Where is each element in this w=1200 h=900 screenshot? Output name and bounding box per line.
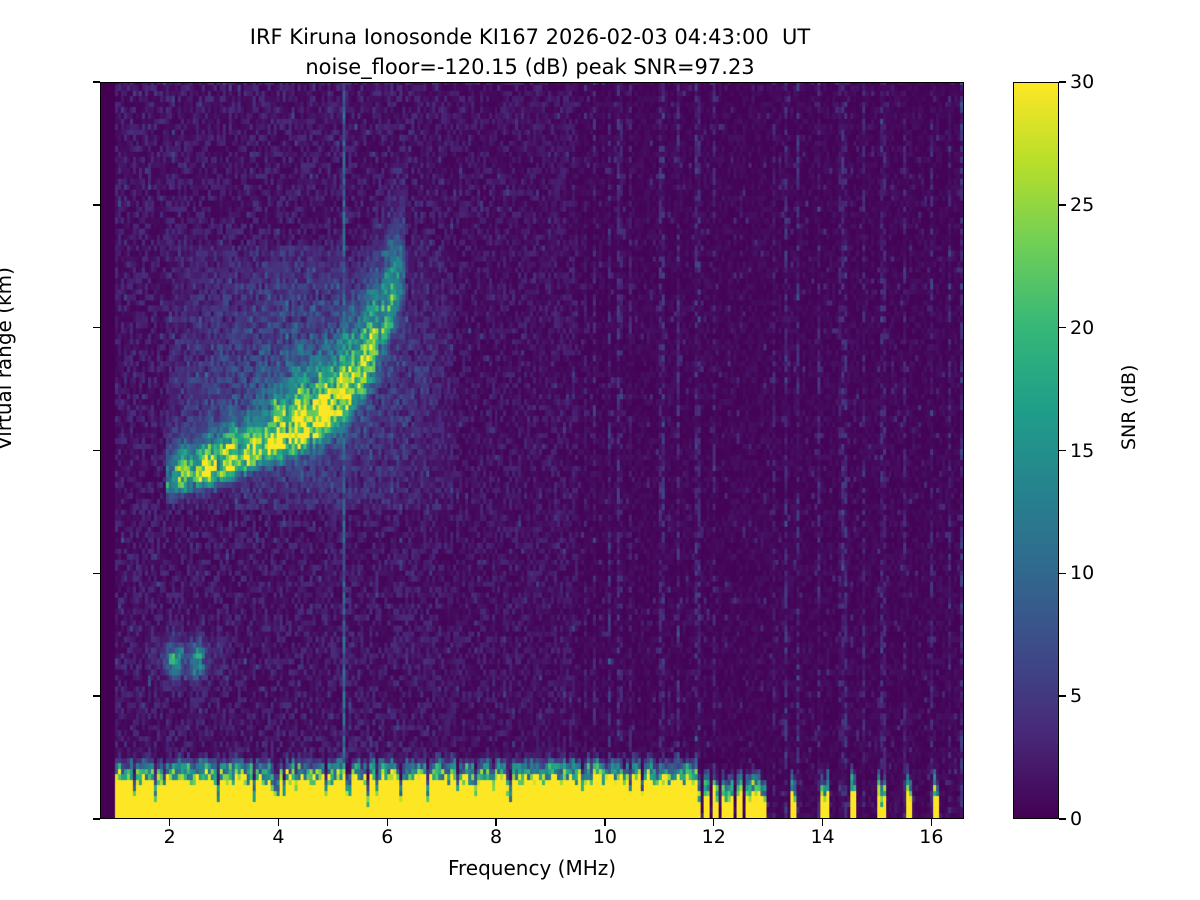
x-tick-mark-4 [277, 819, 280, 826]
y-tick-mark-400 [93, 326, 100, 329]
x-tick-mark-12 [713, 819, 715, 826]
x-tick-label-6: 6 [381, 826, 394, 848]
x-tick-label-4: 4 [272, 826, 285, 848]
y-tick-mark-500 [93, 204, 100, 206]
x-tick-label-12: 12 [701, 826, 726, 848]
colorbar-label: SNR (dB) [1118, 364, 1140, 450]
colorbar-tick-label-20: 20 [1070, 316, 1095, 339]
colorbar-tick-mark-20 [1059, 326, 1066, 329]
title-line-primary: IRF Kiruna Ionosonde KI167 2026-02-03 04… [249, 25, 811, 49]
title-line-secondary: noise_floor=-120.15 (dB) peak SNR=97.23 [305, 55, 755, 79]
x-tick-mark-16 [930, 819, 933, 826]
colorbar [1013, 82, 1059, 819]
x-axis-label: Frequency (MHz) [447, 856, 617, 880]
colorbar-tick-label-15: 15 [1070, 439, 1095, 462]
x-tick-label-16: 16 [919, 826, 944, 848]
y-tick-mark-200 [93, 572, 100, 575]
colorbar-tick-mark-15 [1059, 449, 1066, 452]
colorbar-tick-mark-0 [1059, 818, 1066, 820]
colorbar-gradient [1014, 83, 1058, 818]
x-tick-mark-8 [495, 819, 497, 826]
colorbar-tick-mark-30 [1059, 81, 1066, 83]
y-tick-mark-300 [93, 449, 100, 452]
x-tick-mark-2 [168, 819, 171, 826]
figure-title: IRF Kiruna Ionosonde KI167 2026-02-03 04… [0, 22, 1060, 82]
y-tick-mark-600 [93, 81, 100, 83]
colorbar-tick-label-30: 30 [1070, 71, 1095, 93]
colorbar-tick-mark-25 [1059, 204, 1066, 206]
y-tick-mark-100 [93, 695, 100, 697]
ionogram-plot-area [100, 82, 964, 819]
x-tick-mark-14 [821, 819, 824, 826]
colorbar-tick-label-10: 10 [1070, 562, 1095, 585]
colorbar-tick-label-25: 25 [1070, 193, 1095, 216]
x-tick-label-2: 2 [163, 826, 176, 848]
colorbar-tick-mark-10 [1059, 572, 1066, 575]
colorbar-tick-mark-5 [1059, 695, 1066, 697]
x-tick-label-10: 10 [592, 826, 617, 848]
y-tick-mark-0 [93, 818, 100, 820]
x-tick-label-8: 8 [490, 826, 503, 848]
x-tick-label-14: 14 [810, 826, 835, 848]
x-tick-mark-10 [604, 819, 606, 826]
colorbar-tick-label-0: 0 [1070, 808, 1083, 830]
y-axis-label: Virtual range (km) [0, 267, 16, 450]
colorbar-tick-label-5: 5 [1070, 685, 1083, 708]
x-tick-mark-6 [386, 819, 388, 826]
ionogram-heatmap [101, 83, 963, 818]
